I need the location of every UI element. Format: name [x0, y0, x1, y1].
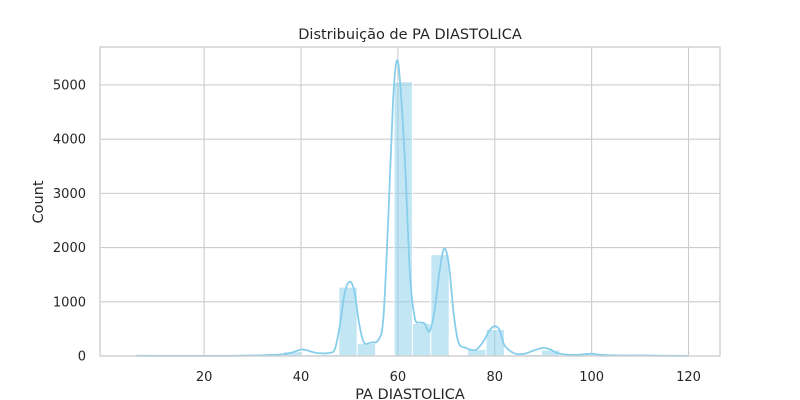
x-axis-ticks: 20 40 60 80 100 120	[196, 370, 701, 385]
x-tick-label: 100	[579, 370, 604, 385]
y-tick-label: 4000	[53, 133, 86, 148]
y-tick-label: 3000	[53, 187, 86, 202]
x-axis-label: PA DIASTOLICA	[355, 387, 465, 400]
chart-title: Distribuição de PA DIASTOLICA	[298, 27, 522, 43]
plot-frame	[99, 46, 721, 357]
x-tick-label: 80	[486, 370, 503, 385]
y-tick-label: 5000	[53, 78, 86, 93]
x-tick-label: 20	[196, 370, 213, 385]
y-tick-label: 0	[78, 350, 86, 365]
histogram-bar	[338, 286, 358, 357]
histogram-bar	[411, 322, 432, 357]
density-curve	[136, 59, 689, 357]
histogram-bars	[135, 81, 690, 357]
y-axis-ticks: 0 1000 2000 3000 4000 5000	[53, 78, 86, 364]
y-tick-label: 2000	[53, 241, 86, 256]
x-tick-label: 40	[293, 370, 310, 385]
x-tick-label: 120	[676, 370, 701, 385]
x-tick-label: 60	[390, 370, 407, 385]
y-tick-label: 1000	[53, 295, 86, 310]
y-axis-label: Count	[31, 180, 47, 223]
histogram-bar	[356, 343, 377, 357]
